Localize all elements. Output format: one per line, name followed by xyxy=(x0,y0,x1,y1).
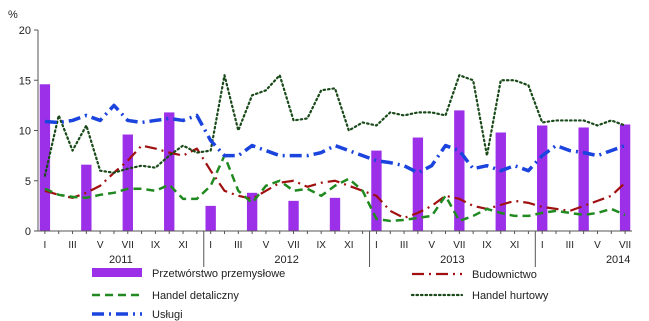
x-tick-label: I xyxy=(209,240,212,251)
year-label: 2011 xyxy=(109,254,133,266)
year-label: 2013 xyxy=(440,254,464,266)
year-label: 2012 xyxy=(274,254,298,266)
bar xyxy=(164,112,175,231)
y-tick-label: 5 xyxy=(25,176,31,188)
line-series-group xyxy=(43,74,627,223)
legend-item: Budownictwo xyxy=(412,269,537,281)
bar xyxy=(205,205,216,231)
x-tick-label: V xyxy=(263,240,270,251)
bar xyxy=(288,200,299,231)
bar-series xyxy=(39,84,631,232)
bar xyxy=(495,132,506,231)
legend-label: Handel hurtowy xyxy=(472,290,549,302)
bar xyxy=(122,134,133,231)
y-tick-label: 20 xyxy=(19,25,31,37)
bar xyxy=(39,84,51,232)
x-tick-label: V xyxy=(428,240,435,251)
year-separators: 2011 2012 2013 2014 xyxy=(109,231,630,267)
x-tick-label: V xyxy=(594,240,601,251)
x-tick-label: VII xyxy=(122,240,134,251)
y-tick-label: 0 xyxy=(25,226,31,238)
bar xyxy=(537,125,548,231)
bar xyxy=(578,127,589,231)
x-tick-label: XI xyxy=(510,240,519,251)
series-line xyxy=(44,144,626,220)
x-tick-label: III xyxy=(68,240,76,251)
series-line xyxy=(43,74,627,177)
bar xyxy=(329,197,341,231)
x-tick-label: III xyxy=(566,240,574,251)
legend-item: Przetwórstwo przemysłowe xyxy=(92,268,285,280)
x-tick-label: I xyxy=(541,240,544,251)
x-tick-label: I xyxy=(44,240,47,251)
x-tick-label: IX xyxy=(316,240,326,251)
series-line xyxy=(44,154,626,223)
legend-label: Handel detaliczny xyxy=(152,290,239,302)
legend-label: Budownictwo xyxy=(472,269,537,281)
y-axis-label: % xyxy=(8,9,18,21)
x-tick-label: VII xyxy=(287,240,299,251)
legend-item: Handel hurtowy xyxy=(410,290,549,302)
series-line xyxy=(44,103,626,175)
year-label: 2014 xyxy=(606,254,630,266)
x-tick-label: IX xyxy=(482,240,492,251)
x-tick-label: III xyxy=(234,240,242,251)
x-tick-label: V xyxy=(97,240,104,251)
x-tick-label: I xyxy=(375,240,378,251)
x-tick-label: VII xyxy=(619,240,631,251)
legend-item: Usługi xyxy=(92,309,183,321)
legend-swatch xyxy=(92,268,142,277)
x-tick-label: IX xyxy=(151,240,161,251)
x-axis-ticks: I III V VII IX XI I III V VII IX XI I III V VII IX XI I III… xyxy=(44,231,631,251)
x-tick-label: VII xyxy=(453,240,465,251)
legend-label: Przetwórstwo przemysłowe xyxy=(152,268,285,280)
x-tick-label: III xyxy=(400,240,408,251)
y-tick-label: 15 xyxy=(19,75,31,87)
bar xyxy=(412,137,424,231)
legend-item: Handel detaliczny xyxy=(92,290,239,302)
bar xyxy=(371,150,382,231)
x-tick-label: XI xyxy=(344,240,353,251)
y-tick-label: 10 xyxy=(19,126,31,138)
bar xyxy=(619,124,631,231)
legend: Przetwórstwo przemysłowe Budownictwo Hande… xyxy=(92,268,549,321)
legend-label: Usługi xyxy=(152,309,183,321)
bar xyxy=(246,192,258,231)
bar xyxy=(454,110,465,231)
x-tick-label: XI xyxy=(178,240,187,251)
y-axis-ticks: 0 5 10 15 20 xyxy=(19,25,38,238)
